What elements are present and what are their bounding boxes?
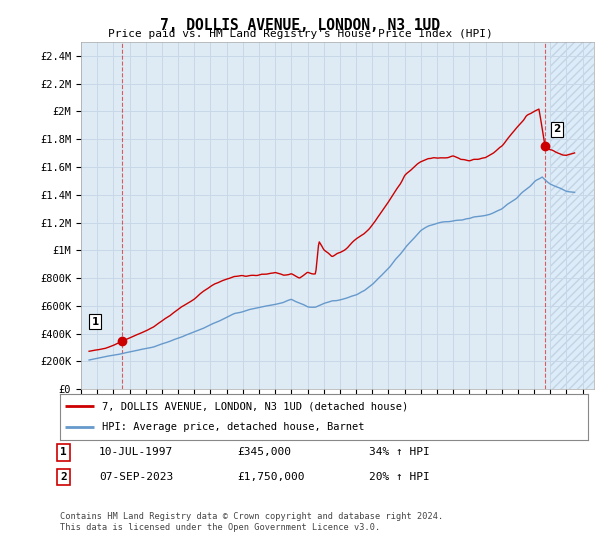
Text: 7, DOLLIS AVENUE, LONDON, N3 1UD: 7, DOLLIS AVENUE, LONDON, N3 1UD	[160, 18, 440, 33]
Text: £345,000: £345,000	[237, 447, 291, 458]
Polygon shape	[550, 42, 594, 389]
Text: Contains HM Land Registry data © Crown copyright and database right 2024.
This d: Contains HM Land Registry data © Crown c…	[60, 512, 443, 532]
Text: 1: 1	[60, 447, 67, 458]
Text: 10-JUL-1997: 10-JUL-1997	[99, 447, 173, 458]
Text: 7, DOLLIS AVENUE, LONDON, N3 1UD (detached house): 7, DOLLIS AVENUE, LONDON, N3 1UD (detach…	[102, 401, 409, 411]
Text: Price paid vs. HM Land Registry's House Price Index (HPI): Price paid vs. HM Land Registry's House …	[107, 29, 493, 39]
Text: 20% ↑ HPI: 20% ↑ HPI	[369, 472, 430, 482]
Text: 2: 2	[553, 124, 561, 134]
Text: £1,750,000: £1,750,000	[237, 472, 305, 482]
Text: 1: 1	[91, 316, 98, 326]
Text: 2: 2	[60, 472, 67, 482]
Text: 07-SEP-2023: 07-SEP-2023	[99, 472, 173, 482]
Text: HPI: Average price, detached house, Barnet: HPI: Average price, detached house, Barn…	[102, 422, 365, 432]
Text: 34% ↑ HPI: 34% ↑ HPI	[369, 447, 430, 458]
